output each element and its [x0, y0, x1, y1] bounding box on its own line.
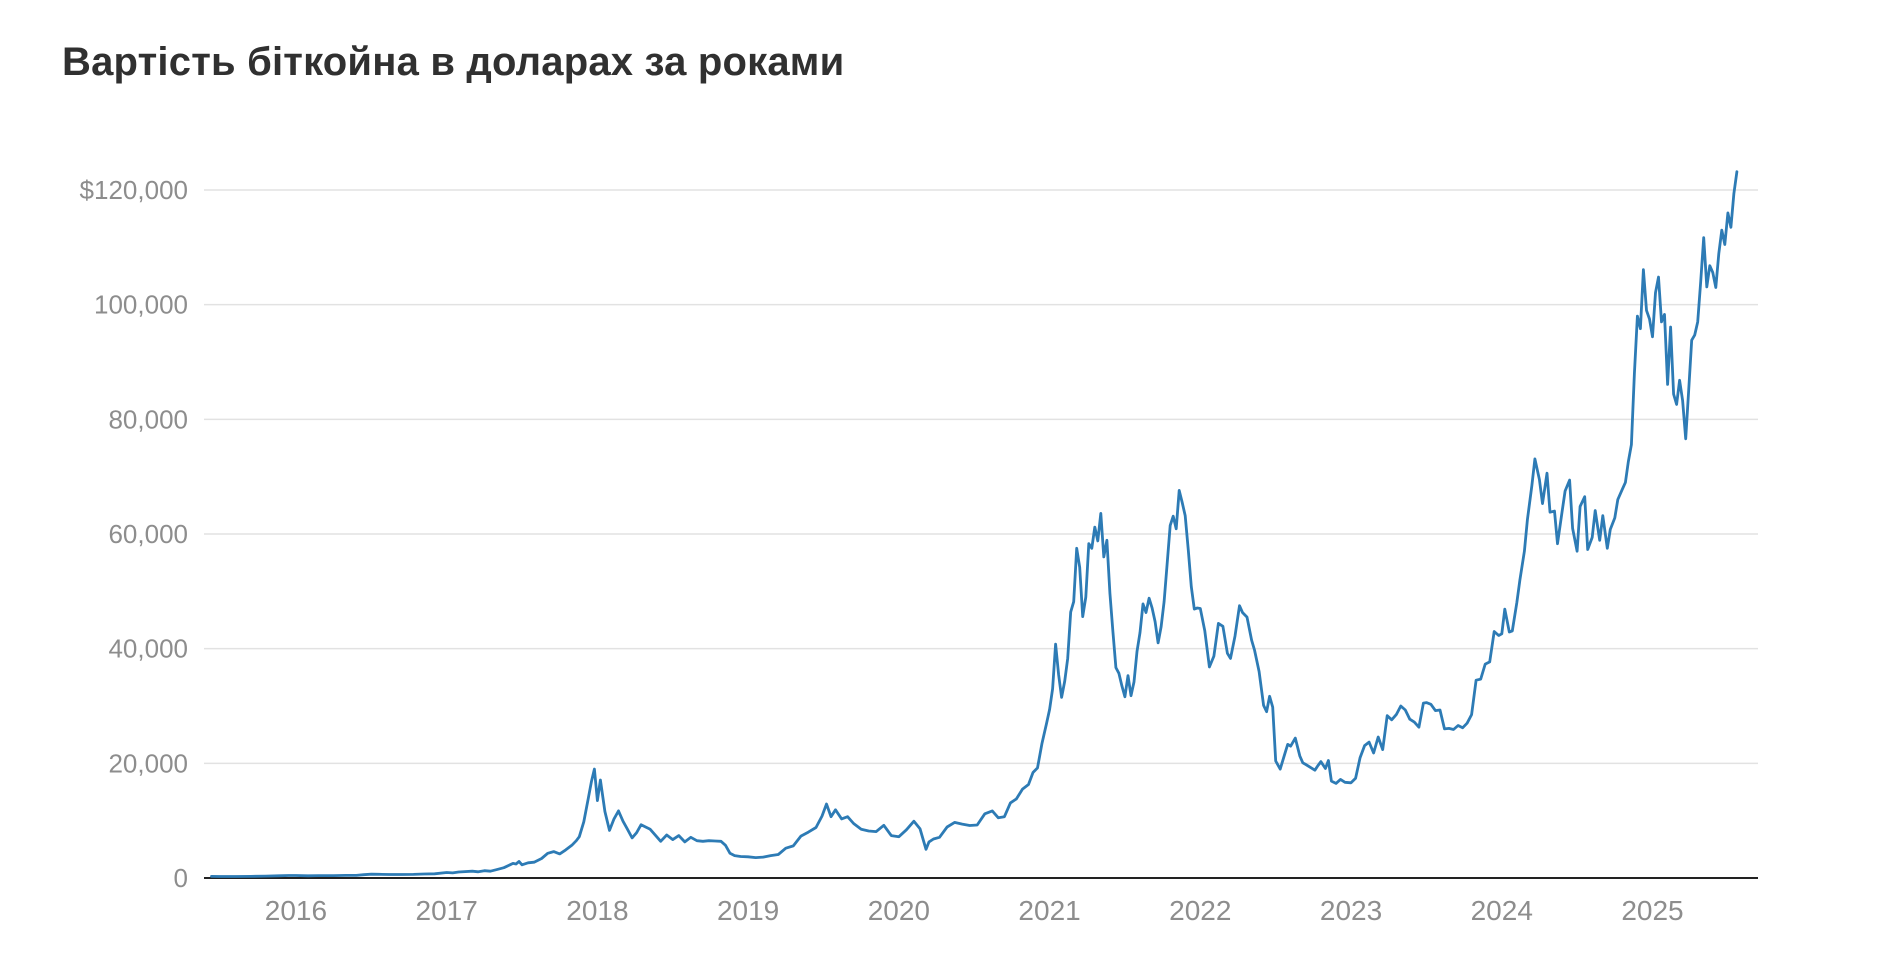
- y-axis-tick-label: 20,000: [108, 748, 188, 778]
- y-axis-tick-label: 100,000: [94, 290, 188, 320]
- x-axis-tick-label: 2016: [265, 895, 327, 926]
- y-axis-tick-label: 0: [174, 863, 188, 893]
- x-axis-tick-label: 2023: [1320, 895, 1382, 926]
- x-axis-tick-label: 2025: [1621, 895, 1683, 926]
- x-axis-tick-label: 2019: [717, 895, 779, 926]
- x-axis-tick-label: 2018: [566, 895, 628, 926]
- price-line: [210, 170, 1739, 878]
- y-axis-tick-label: 40,000: [108, 634, 188, 664]
- chart-title: Вартість біткойна в доларах за роками: [62, 40, 845, 84]
- x-axis-tick-label: 2017: [416, 895, 478, 926]
- x-axis-tick-label: 2022: [1169, 895, 1231, 926]
- x-axis-tick-label: 2020: [868, 895, 930, 926]
- y-axis-tick-label: $120,000: [80, 175, 188, 205]
- y-axis-tick-label: 80,000: [108, 404, 188, 434]
- y-axis-tick-label: 60,000: [108, 519, 188, 549]
- x-axis-tick-label: 2024: [1471, 895, 1533, 926]
- x-axis-tick-label: 2021: [1018, 895, 1080, 926]
